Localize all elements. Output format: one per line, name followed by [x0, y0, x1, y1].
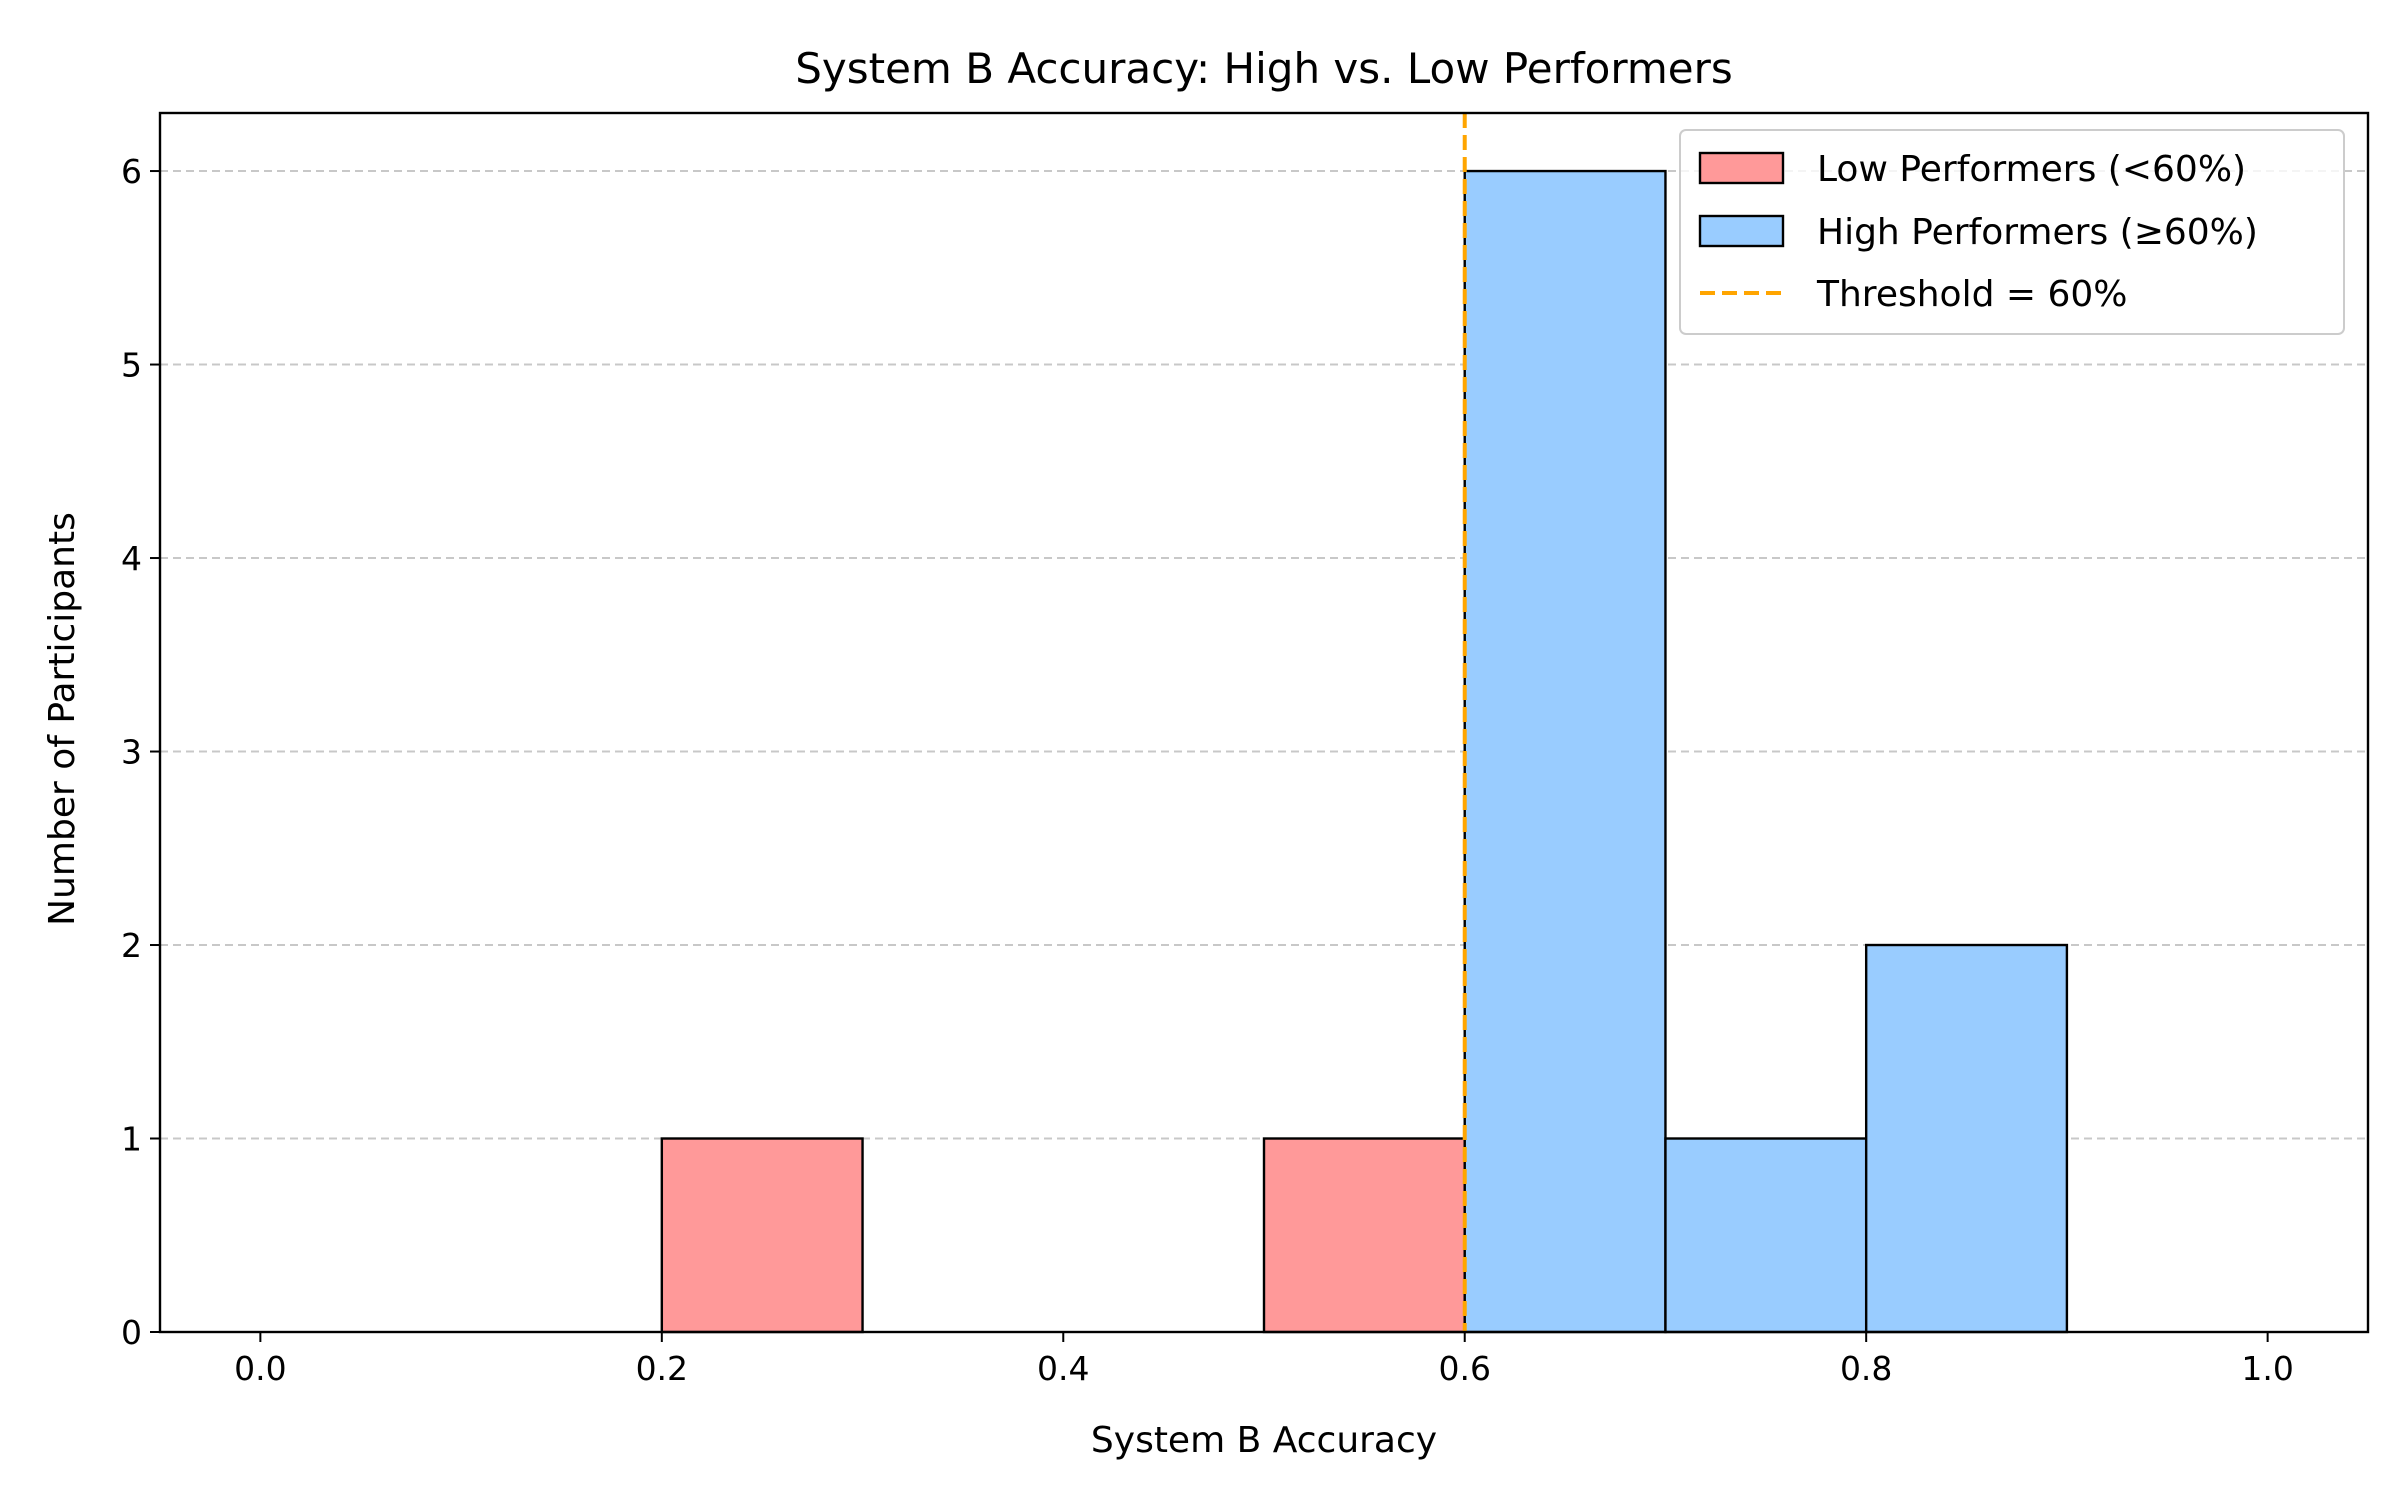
legend-swatch-high — [1698, 214, 1785, 248]
x-tick-label: 0.6 — [1438, 1349, 1490, 1388]
x-tick-label: 0.0 — [234, 1349, 286, 1388]
x-tick-label: 0.8 — [1840, 1349, 1892, 1388]
y-tick-label: 0 — [121, 1313, 142, 1352]
legend-frame — [1679, 129, 2345, 335]
y-tick-label: 6 — [121, 152, 142, 191]
y-axis-label: Number of Participants — [42, 512, 83, 926]
y-tick-label: 2 — [121, 926, 142, 965]
bar-low-performers — [1262, 1137, 1466, 1334]
bar-high-performers — [1664, 1137, 1868, 1334]
y-axis-ticks: 0 1 2 3 4 5 6 — [121, 152, 160, 1352]
x-axis-label: System B Accuracy — [1091, 1420, 1437, 1461]
x-tick-label: 0.2 — [636, 1349, 688, 1388]
y-tick-label: 5 — [121, 346, 142, 385]
legend-label-threshold: Threshold = 60% — [1816, 274, 2127, 315]
bar-high-performers — [1864, 943, 2069, 1334]
bars — [660, 169, 2069, 1334]
bar-high-performers — [1463, 169, 1667, 1334]
legend: Low Performers (<60%) High Performers (≥… — [1679, 129, 2345, 335]
bar-low-performers — [660, 1137, 864, 1334]
legend-label-low: Low Performers (<60%) — [1817, 149, 2246, 190]
legend-swatch-low — [1698, 151, 1785, 185]
y-tick-label: 1 — [121, 1120, 142, 1159]
chart-title: System B Accuracy: High vs. Low Performe… — [795, 44, 1733, 93]
y-tick-label: 4 — [121, 539, 142, 578]
x-tick-label: 0.4 — [1037, 1349, 1089, 1388]
legend-label-high: High Performers (≥60%) — [1817, 212, 2258, 253]
x-axis-ticks: 0.0 0.2 0.4 0.6 0.8 1.0 — [234, 1332, 2294, 1388]
x-tick-label: 1.0 — [2241, 1349, 2293, 1388]
y-tick-label: 3 — [121, 733, 142, 772]
plot-frame — [158, 111, 2370, 1334]
